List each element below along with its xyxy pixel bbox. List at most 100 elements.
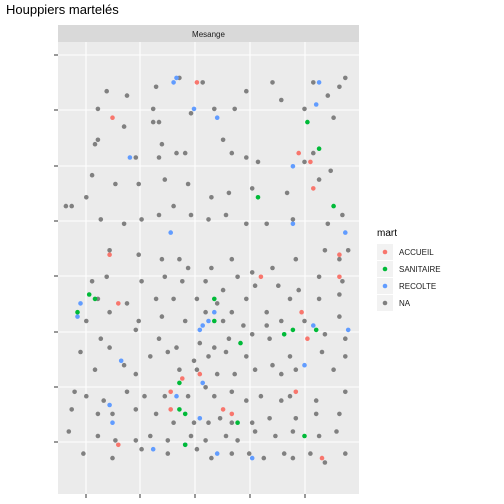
point-na [142,393,147,399]
point-na [261,455,267,461]
point-accueil [180,376,185,381]
point-na [220,287,226,293]
point-recolte [197,327,203,333]
point-na [69,203,74,209]
point-recolte [171,80,176,85]
point-na [235,274,240,280]
point-na [322,460,328,465]
legend-marker-sanitaire [382,266,388,272]
point-recolte [197,416,203,421]
point-na [287,393,293,399]
point-sanitaire [281,332,287,337]
point-na [121,221,127,227]
point-na [150,119,156,125]
point-accueil [337,274,342,280]
point-sanitaire [316,146,322,151]
facet-strip-label: Mesange [192,30,225,39]
point-na [223,433,229,439]
point-na [343,451,348,456]
point-sanitaire [75,309,80,315]
point-na [229,309,235,315]
facet-strip [58,25,359,42]
point-na [270,265,275,271]
point-na [293,256,299,262]
point-sanitaire [302,433,307,439]
point-accueil [305,336,310,342]
point-na [113,438,118,443]
point-na [136,181,141,187]
point-na [281,451,287,456]
point-na [244,296,249,302]
point-na [124,93,130,98]
point-recolte [191,106,197,112]
point-na [244,398,249,403]
point-accueil [293,389,299,395]
point-recolte [200,323,205,328]
point-na [229,451,235,456]
point-sanitaire [177,380,182,386]
point-na [249,270,255,275]
point-na [133,327,139,333]
point-na [200,80,205,85]
point-na [203,309,208,315]
point-na [313,411,319,417]
point-na [171,203,176,209]
point-na [255,159,261,165]
point-sanitaire [212,318,217,324]
point-na [293,416,299,421]
point-na [226,190,232,196]
point-na [214,301,220,306]
chart-title: Houppiers martelés [6,2,119,17]
point-recolte [249,455,255,461]
point-recolte [127,155,133,160]
point-na [229,389,235,395]
legend-marker-na [382,300,388,306]
point-na [308,451,313,456]
point-na [124,389,130,395]
point-na [89,279,95,284]
point-na [124,301,130,306]
point-accueil [197,371,203,377]
point-na [267,336,272,342]
point-na [343,354,348,359]
point-na [95,411,101,417]
point-na [182,150,188,156]
point-na [264,309,270,315]
point-na [84,318,89,324]
point-sanitaire [313,327,319,333]
point-na [313,398,319,403]
point-na [235,438,240,443]
point-na [325,221,331,227]
point-na [148,433,153,439]
point-sanitaire [182,442,188,448]
point-na [63,203,69,209]
point-recolte [118,358,124,364]
point-na [165,438,171,443]
point-na [264,323,270,328]
point-na [104,274,109,280]
point-na [343,75,348,81]
point-na [249,420,255,426]
point-na [133,371,139,377]
point-na [159,141,165,147]
point-recolte [212,309,217,315]
point-na [101,398,106,403]
point-na [322,248,328,253]
point-na [191,420,197,426]
point-na [276,283,281,289]
point-accueil [116,442,121,448]
point-na [148,354,153,359]
point-na [98,336,104,342]
point-recolte [313,102,319,107]
point-accueil [220,407,226,412]
point-na [107,345,112,350]
point-accueil [337,252,342,257]
point-na [107,309,112,315]
point-na [252,283,258,289]
point-na [249,332,255,337]
point-na [153,296,159,302]
point-na [66,429,72,434]
point-sanitaire [92,296,98,302]
legend-items: ACCUEIL SANITAIRE RECOLTE NA [377,244,441,311]
legend-label-sanitaire: SANITAIRE [399,265,441,274]
